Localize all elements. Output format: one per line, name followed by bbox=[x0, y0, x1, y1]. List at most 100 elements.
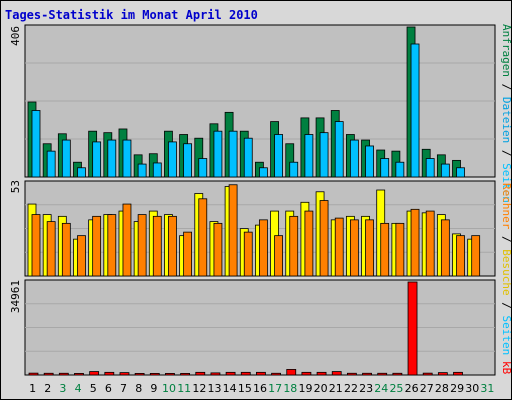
bar-bottom-kb-day-10 bbox=[165, 373, 175, 376]
bar-bottom-kb-day-22 bbox=[346, 372, 357, 376]
bar-top-dateien-day-7 bbox=[122, 139, 132, 178]
bar-middle-rechner-day-21 bbox=[334, 217, 344, 277]
day-label-21: 21 bbox=[329, 382, 343, 395]
day-label-14: 14 bbox=[223, 382, 237, 395]
day-label-28: 28 bbox=[435, 382, 449, 395]
day-label-4: 4 bbox=[75, 382, 82, 395]
legend-seiten: Seiten bbox=[500, 163, 512, 203]
legend-besuche: Besuche bbox=[500, 249, 512, 295]
legend-sep-1: / bbox=[500, 77, 512, 97]
bar-top-dateien-day-14 bbox=[228, 130, 238, 178]
y-max-label-middle: 53 bbox=[9, 180, 22, 193]
bar-middle-rechner-day-23 bbox=[365, 219, 374, 277]
day-label-12: 12 bbox=[192, 382, 206, 395]
bar-middle-rechner-day-16 bbox=[259, 219, 268, 277]
day-label-8: 8 bbox=[135, 382, 142, 395]
bar-top-dateien-day-19 bbox=[304, 134, 314, 178]
day-label-2: 2 bbox=[44, 382, 51, 395]
day-label-1: 1 bbox=[29, 382, 36, 395]
bar-top-dateien-day-11 bbox=[183, 143, 193, 178]
bar-bottom-kb-day-11 bbox=[180, 373, 191, 376]
panel-top bbox=[24, 24, 496, 178]
legend-sep-4: / bbox=[500, 296, 512, 316]
bar-middle-rechner-day-2 bbox=[46, 221, 56, 277]
day-label-27: 27 bbox=[420, 382, 434, 395]
bar-middle-rechner-day-1 bbox=[31, 214, 41, 277]
bar-middle-rechner-day-8 bbox=[137, 214, 147, 277]
bar-bottom-kb-day-8 bbox=[134, 373, 145, 376]
day-label-9: 9 bbox=[150, 382, 157, 395]
day-label-5: 5 bbox=[90, 382, 97, 395]
day-label-7: 7 bbox=[120, 382, 127, 395]
day-label-3: 3 bbox=[59, 382, 66, 395]
bar-bottom-kb-day-23 bbox=[362, 372, 372, 376]
bar-top-dateien-day-25 bbox=[395, 161, 405, 178]
day-label-24: 24 bbox=[374, 382, 388, 395]
legend-dateien: Dateien bbox=[500, 97, 512, 143]
day-label-13: 13 bbox=[208, 382, 222, 395]
bar-top-dateien-day-13 bbox=[213, 130, 223, 178]
bar-bottom-kb-day-17 bbox=[271, 372, 281, 376]
bar-bottom-kb-day-5 bbox=[89, 371, 100, 376]
y-max-label-top: 406 bbox=[9, 26, 22, 46]
bar-middle-rechner-day-30 bbox=[471, 235, 481, 277]
bar-middle-rechner-day-6 bbox=[107, 214, 117, 277]
day-label-23: 23 bbox=[359, 382, 373, 395]
panel-middle bbox=[24, 180, 496, 277]
y-max-label-bottom: 34961 bbox=[9, 280, 22, 313]
bar-top-dateien-day-6 bbox=[107, 139, 117, 178]
bar-bottom-kb-day-9 bbox=[149, 373, 160, 376]
legend-top: Anfragen / Dateien / Seiten bbox=[500, 24, 512, 203]
bar-bottom-kb-day-20 bbox=[316, 371, 327, 376]
bar-top-dateien-day-16 bbox=[259, 167, 268, 178]
bar-top-dateien-day-18 bbox=[289, 161, 299, 178]
bar-bottom-kb-day-29 bbox=[453, 371, 463, 376]
x-axis-day-labels: 1 2 3 4 5 6 7 8 9 10 11 12 13 14 15 16 17 18 19 20 21 22 23 24 2… bbox=[29, 382, 494, 395]
bar-middle-rechner-day-20 bbox=[319, 200, 329, 277]
day-label-31: 31 bbox=[480, 382, 494, 395]
bar-middle-rechner-day-19 bbox=[304, 210, 314, 277]
day-label-29: 29 bbox=[450, 382, 464, 395]
bar-bottom-kb-day-27 bbox=[422, 372, 433, 376]
legend-bottom: kB bbox=[500, 361, 512, 375]
bar-top-dateien-day-15 bbox=[243, 137, 253, 178]
day-label-6: 6 bbox=[105, 382, 112, 395]
bar-middle-rechner-day-29 bbox=[456, 235, 465, 277]
bar-middle-rechner-day-13 bbox=[213, 222, 223, 277]
day-label-30: 30 bbox=[465, 382, 479, 395]
bar-bottom-kb-day-14 bbox=[225, 371, 236, 376]
bar-middle-rechner-day-11 bbox=[183, 231, 193, 277]
bar-bottom-kb-day-18 bbox=[286, 369, 297, 376]
day-label-10: 10 bbox=[162, 382, 176, 395]
bar-bottom-kb-day-16 bbox=[256, 371, 266, 376]
bar-bottom-kb-day-15 bbox=[240, 371, 251, 376]
legend-middle: Rechner / Besuche / Seiten bbox=[500, 183, 512, 355]
bar-bottom-kb-day-13 bbox=[210, 372, 221, 376]
bar-top-dateien-day-9 bbox=[152, 162, 162, 178]
bar-bottom-kb-day-12 bbox=[195, 371, 206, 376]
bar-bottom-kb-day-26 bbox=[407, 281, 418, 376]
bar-middle-rechner-day-4 bbox=[77, 235, 86, 277]
bar-middle-rechner-day-25 bbox=[395, 222, 405, 277]
bar-top-dateien-day-3 bbox=[61, 139, 71, 178]
day-label-15: 15 bbox=[238, 382, 252, 395]
chart-title: Tages-Statistik im Monat April 2010 bbox=[5, 8, 258, 22]
day-label-19: 19 bbox=[298, 382, 312, 395]
panel-bottom bbox=[24, 279, 496, 376]
bar-bottom-kb-day-4 bbox=[74, 373, 84, 376]
bar-middle-rechner-day-3 bbox=[61, 222, 71, 277]
bar-top-dateien-day-12 bbox=[198, 158, 208, 178]
bar-bottom-kb-day-6 bbox=[104, 371, 115, 376]
bar-middle-rechner-day-14 bbox=[228, 184, 238, 277]
day-label-26: 26 bbox=[405, 382, 419, 395]
bar-middle-rechner-day-17 bbox=[274, 235, 283, 277]
bar-middle-rechner-day-12 bbox=[198, 198, 208, 277]
bar-top-dateien-day-8 bbox=[137, 163, 147, 178]
bar-middle-rechner-day-7 bbox=[122, 203, 132, 277]
day-label-22: 22 bbox=[344, 382, 358, 395]
bar-middle-rechner-day-15 bbox=[243, 231, 253, 277]
bar-bottom-kb-day-1 bbox=[28, 372, 39, 376]
bar-top-dateien-day-26 bbox=[410, 43, 420, 178]
legend-kb: kB bbox=[500, 361, 512, 375]
